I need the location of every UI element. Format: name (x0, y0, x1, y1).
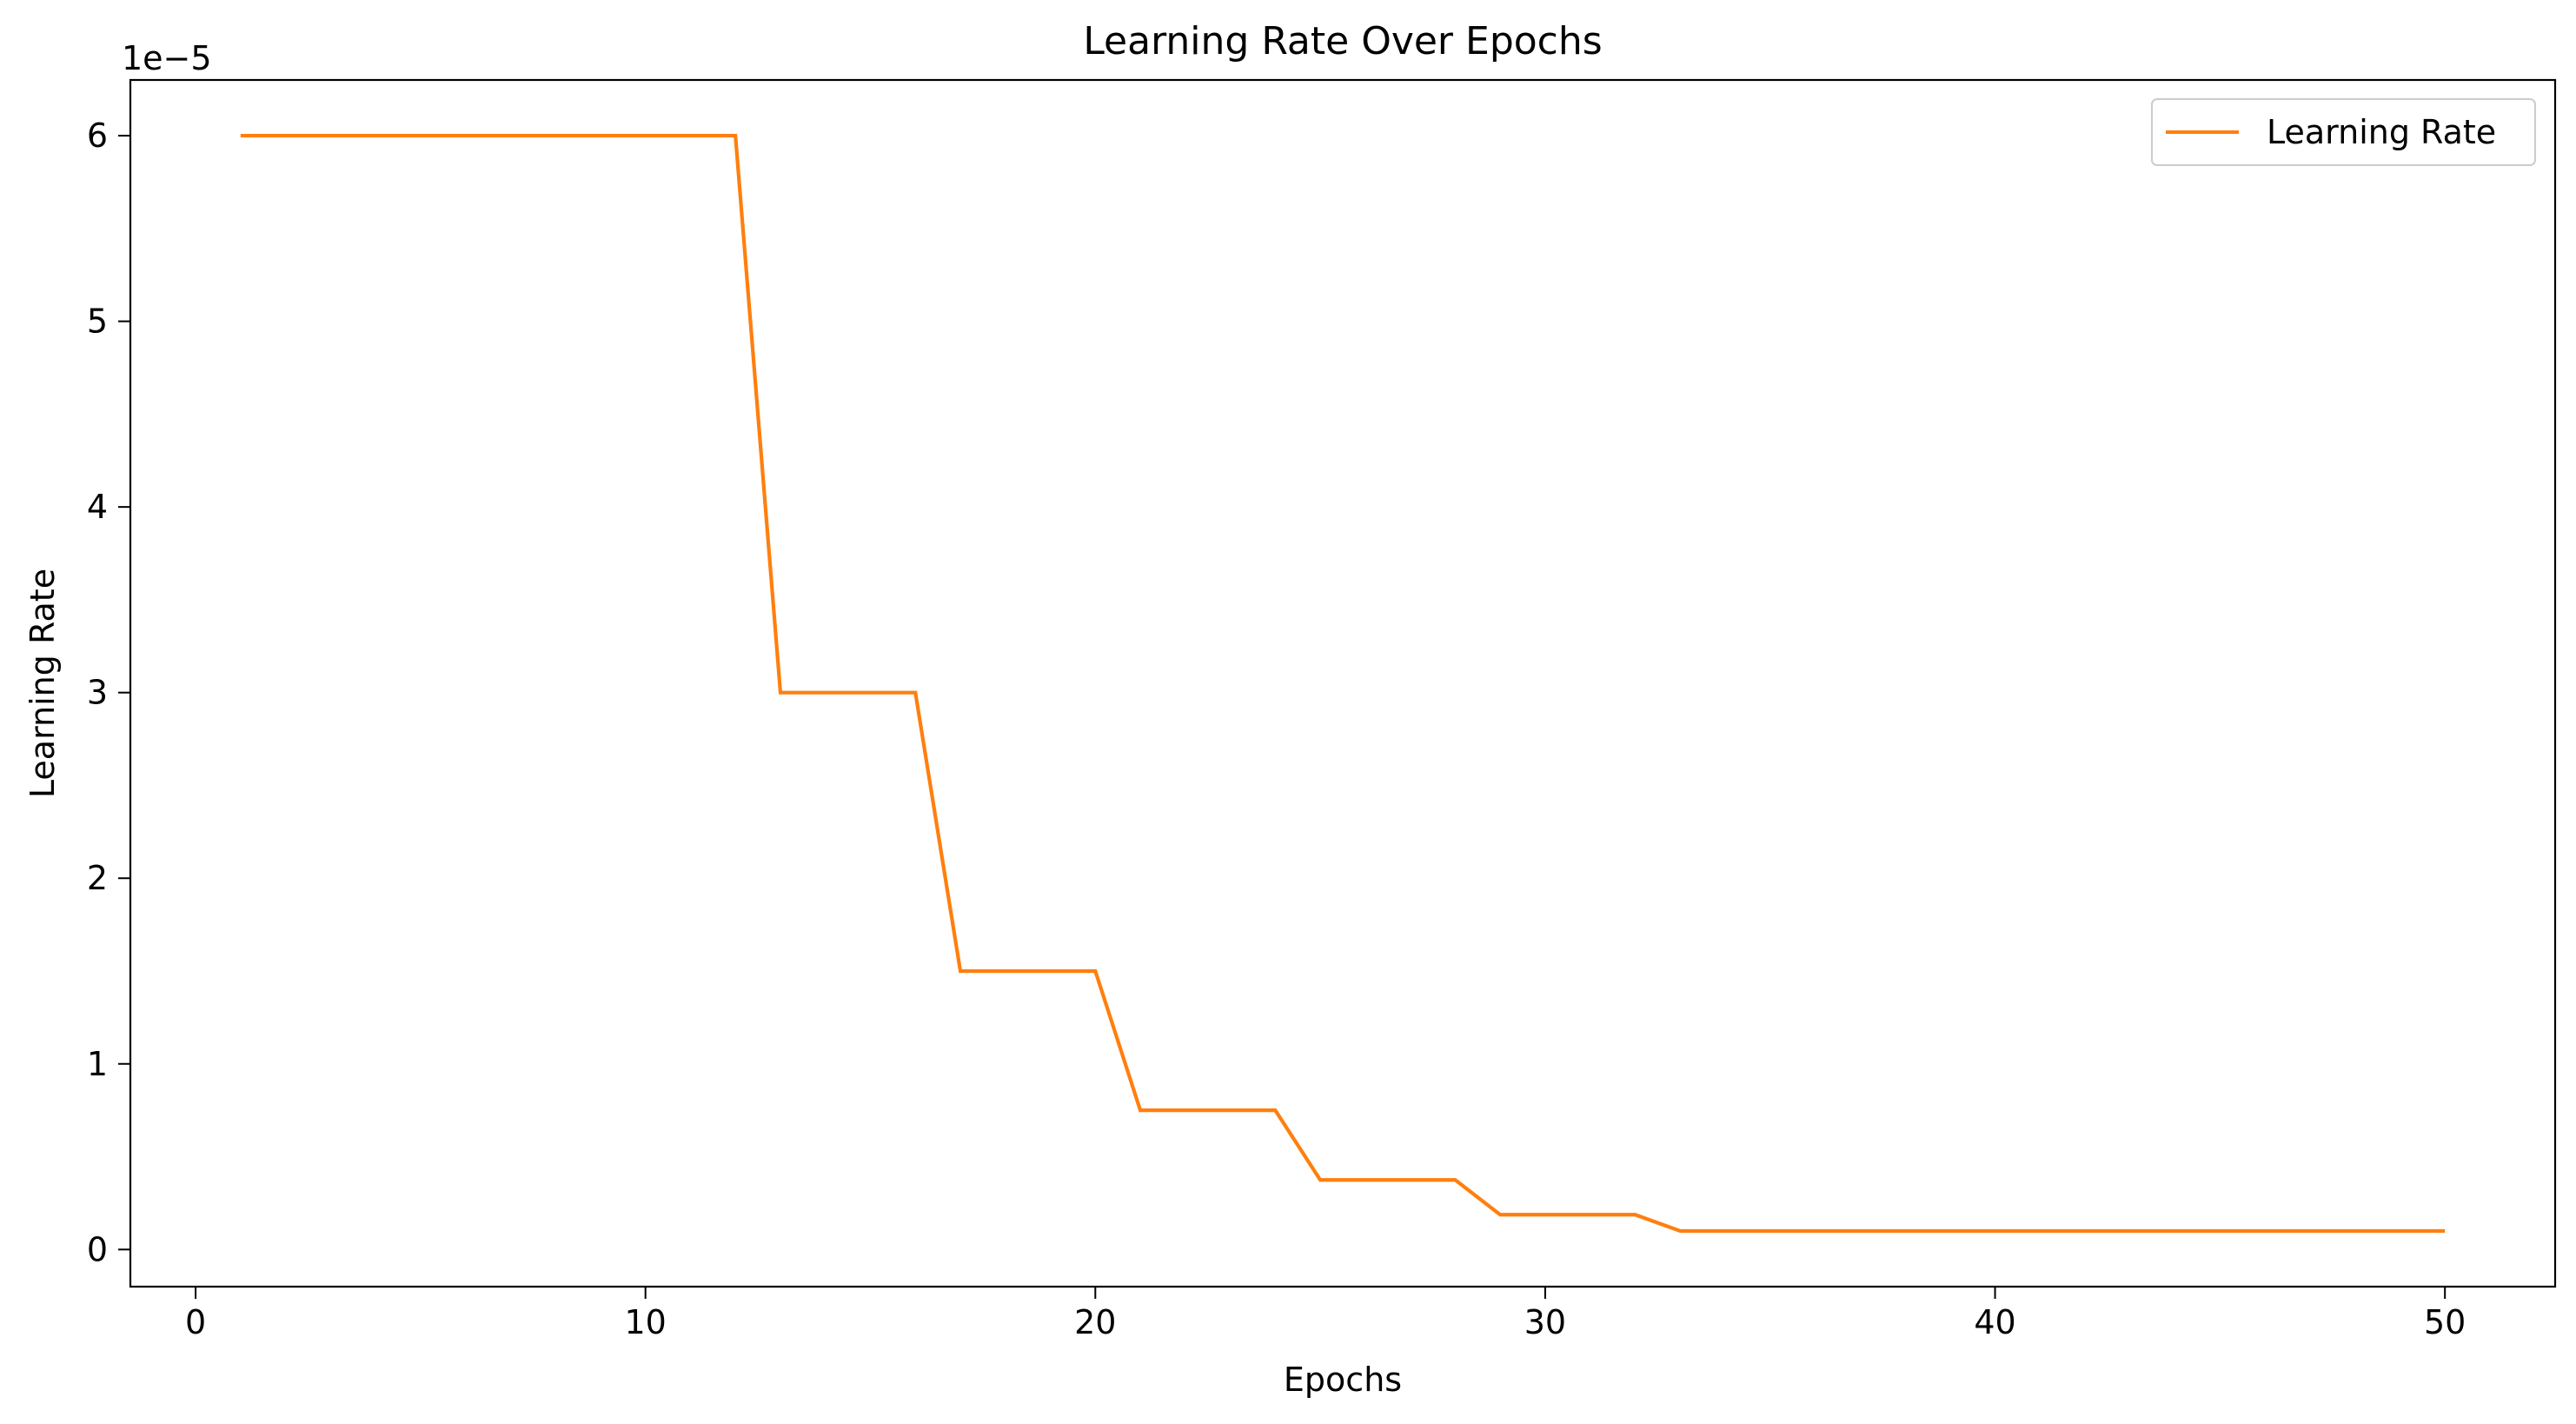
legend: Learning Rate (2151, 98, 2536, 166)
series-layer (240, 133, 2446, 1234)
y-tick-label: 1 (87, 1045, 108, 1083)
x-tick-label: 40 (1974, 1303, 2015, 1341)
y-tick-label: 3 (87, 674, 108, 712)
x-tick-label: 20 (1074, 1303, 1116, 1341)
chart-title: Learning Rate Over Epochs (1083, 19, 1602, 63)
x-tick-label: 30 (1524, 1303, 1566, 1341)
x-tick-label: 50 (2424, 1303, 2466, 1341)
y-tick-label: 2 (87, 859, 108, 897)
y-tick-label: 0 (87, 1230, 108, 1268)
plot-area: 0 10 20 30 40 50 0 1 2 3 4 5 6 (87, 78, 2557, 1341)
y-tick-label: 5 (87, 303, 108, 341)
series-line (240, 133, 2446, 1234)
x-axis-label: Epochs (1284, 1361, 1402, 1399)
axes-frame (129, 78, 2557, 1288)
x-tick-label: 0 (185, 1303, 206, 1341)
y-tick-label: 6 (87, 116, 108, 155)
legend-label: Learning Rate (2267, 113, 2496, 151)
y-axis-label: Learning Rate (23, 569, 62, 798)
y-axis-offset-label: 1e−5 (122, 39, 212, 77)
x-axis-ticks: 0 10 20 30 40 50 (185, 1287, 2466, 1341)
y-axis-ticks: 0 1 2 3 4 5 6 (87, 116, 130, 1268)
legend-box (2151, 98, 2536, 166)
y-tick-label: 4 (87, 488, 108, 526)
x-tick-label: 10 (625, 1303, 667, 1341)
